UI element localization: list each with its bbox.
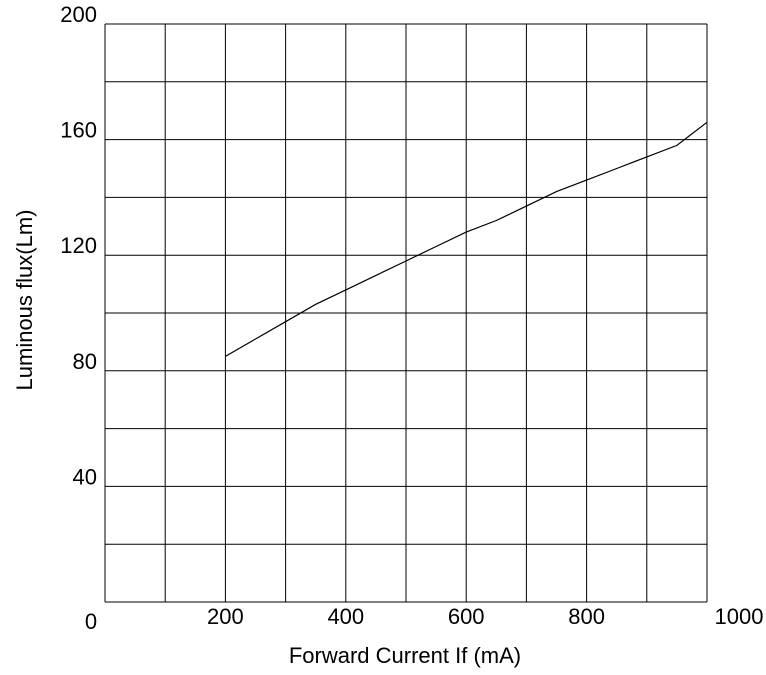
x-tick-label: 200 <box>207 604 244 629</box>
x-tick-label: 400 <box>327 604 364 629</box>
y-tick-label: 160 <box>60 118 97 143</box>
y-tick-label: 200 <box>60 2 97 27</box>
x-tick-labels: 0 200 400 600 800 1000 <box>85 604 764 634</box>
y-axis-title: Luminous flux(Lm) <box>12 210 37 391</box>
grid-lines <box>104 23 708 603</box>
x-tick-label: 800 <box>568 604 605 629</box>
x-tick-label: 600 <box>448 604 485 629</box>
series-group <box>225 121 708 357</box>
x-tick-label: 0 <box>85 609 97 634</box>
series-line-0 <box>225 121 708 357</box>
y-tick-label: 120 <box>60 233 97 258</box>
x-axis-title: Forward Current If (mA) <box>289 643 521 668</box>
y-tick-label: 40 <box>73 464 97 489</box>
x-tick-label: 1000 <box>715 604 764 629</box>
y-tick-labels: 40 80 120 160 200 <box>60 2 97 489</box>
y-tick-label: 80 <box>73 349 97 374</box>
